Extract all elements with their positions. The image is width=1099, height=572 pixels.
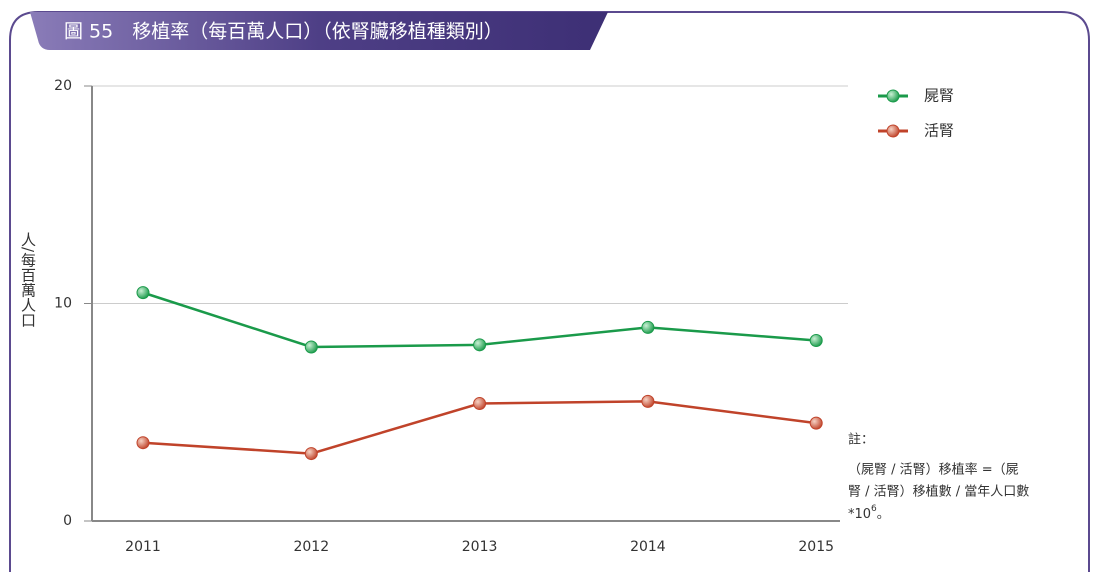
point	[809, 416, 823, 430]
chart-title: 圖 55 移植率（每百萬人口）（依腎臟移植種類別）	[64, 21, 503, 43]
y-tick-label: 10	[54, 296, 72, 312]
point	[809, 333, 823, 347]
legend-label: 屍腎	[924, 87, 954, 105]
y-tick-label: 0	[63, 513, 72, 529]
x-tick-label: 2013	[462, 539, 498, 555]
note-title: 註：	[848, 433, 874, 448]
note-end: 。	[877, 507, 890, 522]
x-tick-label: 2014	[630, 539, 666, 555]
note-line: *106。	[848, 504, 890, 522]
x-tick-label: 2015	[798, 539, 834, 555]
note-sup: 6	[871, 504, 877, 514]
note-line: （屍腎 / 活腎）移植率 =（屍	[848, 462, 1019, 478]
y-tick-label: 20	[54, 78, 72, 94]
point	[136, 436, 150, 450]
x-tick-label: 2012	[293, 539, 329, 555]
legend-marker	[886, 124, 900, 138]
point	[473, 397, 487, 411]
legend-label: 活腎	[924, 122, 954, 140]
title-tab	[30, 12, 608, 50]
point	[641, 320, 655, 334]
note-line: 腎 / 活腎）移植數 / 當年人口數	[848, 485, 1029, 500]
note-text: *10	[848, 507, 871, 522]
point	[304, 447, 318, 461]
point	[473, 338, 487, 352]
point	[641, 394, 655, 408]
y-axis-label: 人/每百萬人口	[19, 232, 37, 327]
legend-marker	[886, 89, 900, 103]
point	[304, 340, 318, 354]
x-tick-label: 2011	[125, 539, 161, 555]
point	[136, 286, 150, 300]
